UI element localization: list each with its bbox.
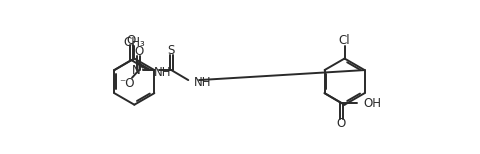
- Text: O: O: [134, 45, 144, 58]
- Text: Cl: Cl: [339, 34, 350, 47]
- Text: O: O: [127, 34, 136, 47]
- Text: O: O: [337, 117, 346, 130]
- Text: OH: OH: [363, 97, 381, 110]
- Text: NH: NH: [154, 66, 171, 79]
- Text: N⁺: N⁺: [132, 64, 146, 77]
- Text: S: S: [168, 44, 175, 57]
- Text: NH: NH: [193, 76, 211, 89]
- Text: ⁻O: ⁻O: [120, 77, 135, 90]
- Text: CH₃: CH₃: [123, 36, 145, 49]
